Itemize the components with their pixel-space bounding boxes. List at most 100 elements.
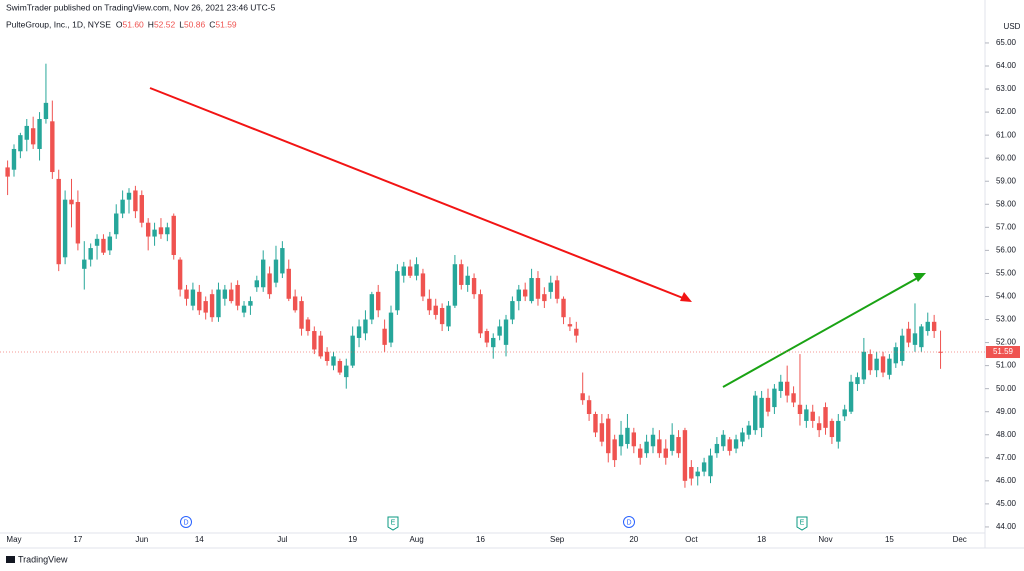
x-tick-label: May: [6, 535, 21, 544]
candle-body: [414, 264, 419, 276]
candle-body: [721, 434, 726, 447]
candle-body: [158, 227, 164, 235]
candle-body: [606, 418, 611, 454]
x-tick-label: 19: [348, 535, 357, 544]
candle-body: [331, 356, 336, 366]
event-label: D: [183, 519, 188, 526]
candle-body: [465, 275, 470, 285]
candle-body: [382, 328, 387, 345]
candle-body: [30, 128, 36, 145]
y-tick-label: 48.00: [996, 430, 1017, 439]
candle-body: [376, 291, 381, 311]
logo-mark: [6, 556, 15, 563]
legend-key: C: [209, 19, 215, 29]
candle-body: [280, 248, 285, 274]
x-tick-label: Jul: [277, 535, 287, 544]
candle-body: [324, 351, 330, 361]
candle-body: [574, 328, 579, 336]
candle-body: [177, 259, 183, 290]
candle-body: [542, 294, 547, 302]
y-tick-label: 65.00: [996, 38, 1017, 47]
candle-body: [433, 305, 438, 315]
candle-body: [484, 331, 490, 343]
candle-body: [535, 278, 541, 299]
candle-body: [273, 259, 279, 283]
candle-body: [388, 312, 394, 343]
y-tick-label: 45.00: [996, 499, 1017, 508]
candle-body: [248, 301, 253, 306]
candle-body: [344, 365, 349, 378]
candle-body: [203, 301, 208, 313]
arrow-head: [913, 273, 926, 282]
legend-key: H: [148, 19, 154, 29]
candle-body: [912, 333, 918, 345]
legend-value: 52.52: [154, 19, 176, 29]
candle-body: [906, 328, 911, 343]
candle-body: [753, 395, 758, 431]
x-tick-label: 16: [476, 535, 485, 544]
y-tick-label: 50.00: [996, 384, 1017, 393]
x-tick-label: 17: [73, 535, 82, 544]
candle-body: [369, 294, 375, 320]
candle-body: [312, 331, 317, 350]
candle-body: [459, 264, 464, 285]
y-tick-label: 59.00: [996, 176, 1017, 185]
candle-body: [126, 192, 132, 200]
x-tick-label: Dec: [953, 535, 967, 544]
candle-body: [880, 356, 886, 373]
candle-body: [356, 326, 362, 338]
candle-body: [689, 467, 694, 479]
candle-body: [842, 409, 847, 417]
publish-note: SwimTrader published on TradingView.com,…: [6, 2, 276, 12]
candle-body: [114, 213, 119, 235]
candle-body: [120, 199, 125, 214]
candle-body: [618, 434, 624, 447]
candle-body: [855, 377, 860, 385]
candle-body: [401, 266, 406, 276]
arrow-head: [680, 292, 692, 302]
y-tick-label: 55.00: [996, 269, 1017, 278]
candle-body: [318, 335, 323, 357]
candle-body: [682, 430, 688, 481]
candle-body: [638, 448, 643, 458]
candle-body: [701, 462, 707, 472]
candle-body: [299, 301, 304, 329]
x-tick-label: Sep: [550, 535, 565, 544]
legend-value: 51.59: [215, 19, 237, 29]
candle-body: [261, 259, 266, 288]
footer-brand: TradingView: [18, 554, 68, 564]
candle-body: [676, 437, 681, 454]
candle-body: [612, 439, 617, 461]
candle-body: [586, 400, 592, 415]
candle-body: [241, 305, 247, 313]
y-tick-label: 57.00: [996, 222, 1017, 231]
candle-body: [62, 199, 68, 258]
candle-body: [37, 119, 42, 149]
candle-body: [657, 439, 662, 454]
event-marker: [796, 516, 808, 531]
legend-value: 50.86: [184, 19, 206, 29]
candle-body: [874, 358, 879, 371]
candle-body: [848, 381, 854, 412]
candle-body: [229, 289, 234, 302]
ohlc-legend: O 51.60 H 52.52 L 50.86 C 51.59: [116, 19, 237, 29]
event-label: E: [391, 519, 396, 526]
y-tick-label: 53.00: [996, 315, 1017, 324]
candle-body: [471, 278, 477, 295]
candle-body: [439, 307, 445, 325]
candle-body: [893, 347, 899, 364]
y-tick-label: 46.00: [996, 476, 1017, 485]
candle-body: [165, 227, 170, 235]
candle-body: [733, 439, 739, 449]
candle-body: [56, 178, 61, 265]
candle-body: [363, 319, 368, 334]
candle-body: [222, 289, 228, 299]
candle-body: [727, 439, 732, 451]
candle-body: [510, 301, 515, 320]
x-tick-label: Oct: [685, 535, 698, 544]
candle-body: [427, 298, 432, 311]
candle-body: [139, 195, 144, 223]
candle-body: [695, 471, 700, 477]
